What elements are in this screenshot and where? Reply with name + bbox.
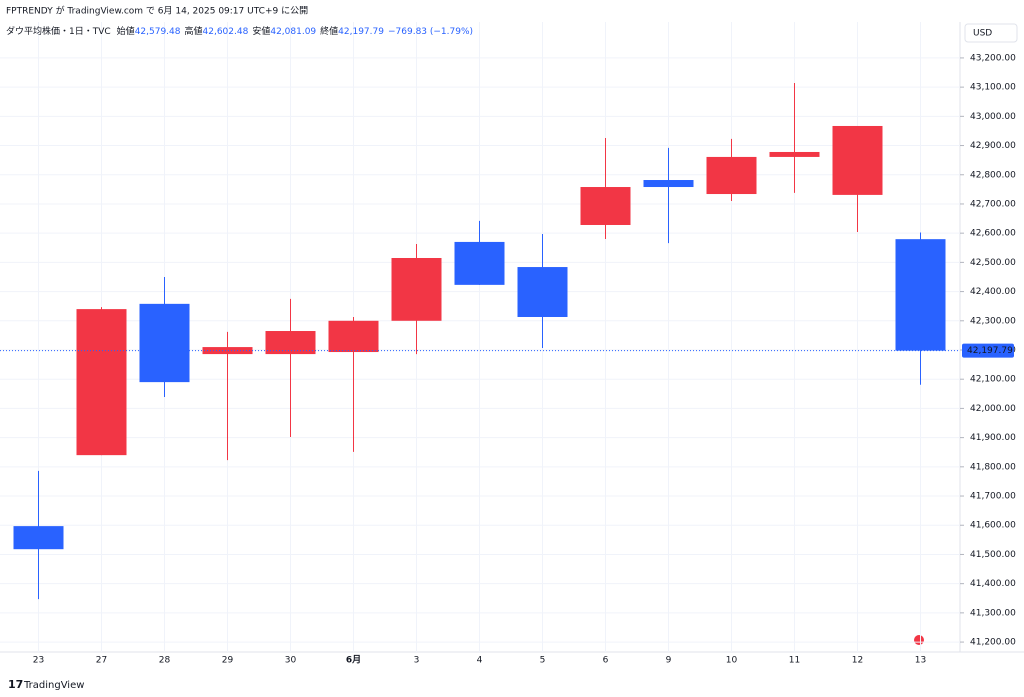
event-flag[interactable]	[912, 633, 926, 647]
y-tick-label: 42,900.00	[970, 141, 1016, 151]
x-tick-label: 12	[852, 656, 863, 666]
y-tick-label: 41,800.00	[970, 462, 1016, 472]
legend-value: 42,579.48	[135, 27, 181, 37]
candle-body	[76, 309, 127, 456]
y-tick-label: 41,500.00	[970, 550, 1016, 560]
x-tick-label: 9	[666, 656, 672, 666]
candle-body	[706, 156, 757, 195]
legend-label: 安値	[252, 25, 270, 37]
candle-body	[13, 526, 64, 550]
y-tick-label: 43,100.00	[970, 83, 1016, 93]
y-tick-label: 41,400.00	[970, 579, 1016, 589]
y-tick-label: 42,400.00	[970, 287, 1016, 297]
candle-body	[265, 331, 316, 355]
x-tick-label: 30	[285, 656, 297, 666]
candle-body	[643, 180, 694, 188]
y-tick-label: 41,200.00	[970, 638, 1016, 648]
x-tick-label: 27	[96, 656, 107, 666]
legend-label: 高値	[185, 25, 203, 37]
x-tick-label: 11	[789, 656, 800, 666]
published-note: FPTRENDY が TradingView.com で 6月 14, 2025…	[6, 5, 308, 17]
legend-label: 終値	[320, 25, 338, 37]
logo-mark: 17	[8, 678, 23, 691]
y-tick-label: 42,000.00	[970, 404, 1016, 414]
y-tick-label: 42,300.00	[970, 316, 1016, 326]
y-tick-label: 41,700.00	[970, 492, 1016, 502]
x-tick-label: 29	[222, 656, 234, 666]
candle-body	[769, 151, 820, 157]
x-tick-label: 10	[726, 656, 738, 666]
y-tick-label: 43,200.00	[970, 53, 1016, 63]
candle-body	[517, 267, 568, 317]
candle-body	[328, 320, 379, 353]
y-tick-label: 42,600.00	[970, 229, 1016, 239]
x-tick-label: 13	[915, 656, 926, 666]
candle-body	[202, 347, 253, 355]
last-price-box	[962, 343, 1014, 358]
x-tick-label: 28	[159, 656, 171, 666]
candle-body	[580, 187, 631, 225]
x-tick-label: 3	[414, 656, 420, 666]
legend: ダウ平均株価・1日・TVC 始値42,579.48 高値42,602.48 安値42,…	[6, 25, 473, 37]
candle-body	[454, 241, 505, 285]
footer-logo: 17 TradingView	[8, 678, 84, 691]
y-tick-label: 43,000.00	[970, 112, 1016, 122]
legend-change: −769.83 (−1.79%)	[388, 27, 473, 37]
y-tick-label: 41,600.00	[970, 521, 1016, 531]
x-tick-label: 5	[540, 656, 546, 666]
x-tick-label: 6	[603, 656, 609, 666]
x-tick-label: 23	[33, 656, 44, 666]
legend-label: 始値	[117, 25, 135, 37]
candle-body	[895, 239, 946, 351]
currency-box[interactable]	[964, 23, 1018, 43]
legend-value: 42,197.79	[338, 27, 384, 37]
y-tick-label: 41,900.00	[970, 433, 1016, 443]
x-tick-label: 6月	[346, 655, 361, 666]
symbol: ダウ平均株価・1日・TVC	[6, 25, 111, 37]
candle-body	[391, 257, 442, 321]
y-tick-label: 42,100.00	[970, 375, 1016, 385]
candle-body	[832, 125, 883, 195]
legend-value: 42,081.09	[270, 27, 316, 37]
brand: TradingView	[23, 680, 84, 691]
y-tick-label: 41,300.00	[970, 608, 1016, 618]
currency: USD	[973, 29, 992, 39]
y-tick-label: 42,500.00	[970, 258, 1016, 268]
legend-value: 42,602.48	[203, 27, 249, 37]
y-tick-label: 42,700.00	[970, 199, 1016, 209]
last-price-label: 42,197.79	[967, 346, 1013, 356]
candle-body	[139, 303, 190, 383]
y-tick-label: 42,800.00	[970, 170, 1016, 180]
x-tick-label: 4	[477, 656, 483, 666]
